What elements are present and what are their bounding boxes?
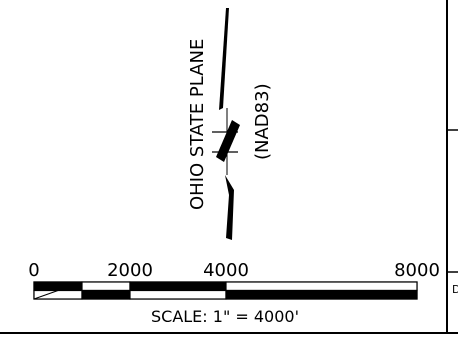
- scale-text: SCALE: 1" = 4000': [151, 307, 299, 326]
- datum-label: OHIO STATE PLANE: [187, 39, 208, 210]
- datum-code: (NAD83): [252, 83, 273, 160]
- scale-segment: [129, 281, 227, 292]
- scale-tick-label-2000: 2000: [107, 260, 153, 281]
- scale-segment: [225, 281, 418, 292]
- scale-tick-label-4000: 4000: [203, 260, 249, 281]
- scale-tick-label-8000: 8000: [394, 260, 440, 281]
- scale-segment: [33, 289, 83, 300]
- scale-segment: [81, 281, 131, 292]
- scale-bar: [33, 281, 418, 300]
- scale-tick-label-0: 0: [28, 260, 39, 281]
- north-arrow-icon: [212, 8, 240, 240]
- scale-segment: [33, 281, 83, 292]
- title-block-fragment: D: [452, 283, 458, 296]
- scale-segment: [129, 289, 227, 300]
- scale-segment: [225, 289, 418, 300]
- scale-segment: [81, 289, 131, 300]
